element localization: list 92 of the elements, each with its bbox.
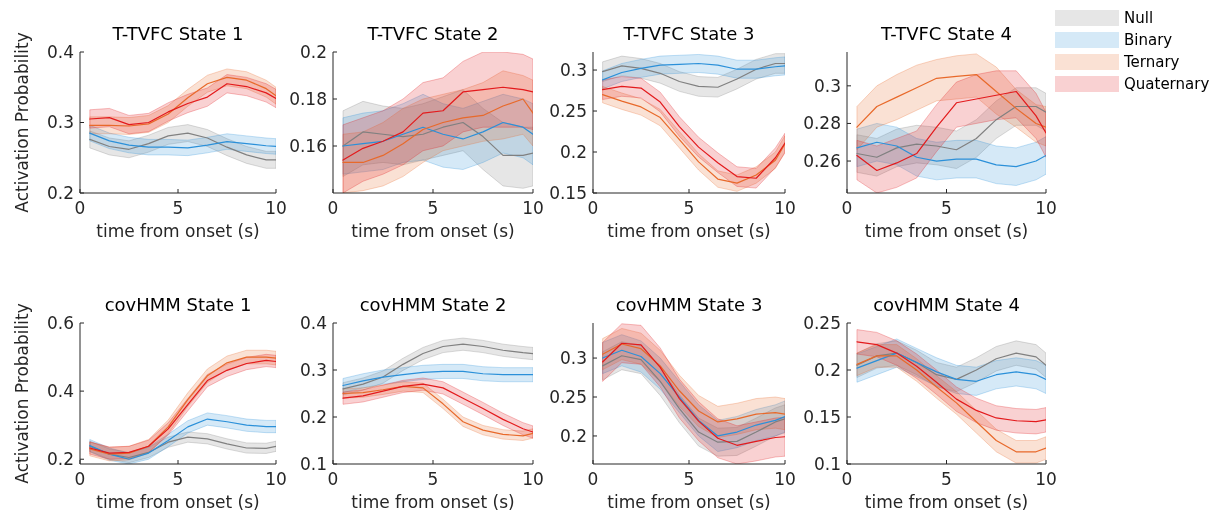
y-tick-label: 0.2 bbox=[299, 41, 327, 62]
x-axis-title: time from onset (s) bbox=[351, 221, 515, 241]
chart-title: T-TVFC State 4 bbox=[880, 23, 1012, 44]
chart-title: covHMM State 2 bbox=[359, 294, 507, 315]
y-axis-title: Activation Probability bbox=[11, 303, 32, 484]
x-tick-label: 5 bbox=[683, 198, 695, 218]
legend-label: Ternary bbox=[1123, 53, 1180, 72]
line-series bbox=[602, 62, 785, 81]
y-tick-label: 0.1 bbox=[299, 453, 327, 474]
y-tick-label: 0.2 bbox=[46, 449, 74, 470]
y-tick-label: 0.3 bbox=[46, 112, 74, 133]
y-tick-label: 0.4 bbox=[46, 41, 74, 62]
x-tick-label: 0 bbox=[74, 198, 86, 218]
x-tick-label: 5 bbox=[427, 198, 439, 218]
x-tick-label: 5 bbox=[941, 198, 952, 218]
x-tick-label: 5 bbox=[941, 469, 952, 489]
chart-title: T-TVFC State 1 bbox=[111, 23, 244, 44]
line-series bbox=[342, 98, 533, 164]
line-series bbox=[856, 341, 1046, 423]
line-series bbox=[89, 418, 276, 460]
x-tick-label: 5 bbox=[683, 469, 695, 489]
x-axis-title: time from onset (s) bbox=[96, 492, 260, 512]
y-tick-label: 0.2 bbox=[559, 425, 587, 446]
x-tick-label: 0 bbox=[587, 198, 599, 218]
x-tick-label: 5 bbox=[172, 198, 184, 218]
y-tick-label: 0.15 bbox=[549, 182, 587, 203]
legend-label: Null bbox=[1124, 9, 1154, 28]
line-series bbox=[856, 73, 1046, 128]
line-series bbox=[342, 121, 533, 156]
y-tick-label: 0.3 bbox=[559, 59, 587, 80]
line-series bbox=[89, 83, 276, 126]
x-tick-label: 10 bbox=[265, 198, 287, 218]
chart-title: covHMM State 3 bbox=[615, 294, 763, 315]
y-tick-label: 0.18 bbox=[289, 88, 327, 109]
line-series bbox=[856, 141, 1046, 168]
y-tick-label: 0.16 bbox=[289, 135, 327, 156]
y-tick-label: 0.28 bbox=[803, 113, 841, 134]
x-tick-label: 0 bbox=[587, 469, 599, 489]
line-series bbox=[602, 343, 785, 423]
line-series bbox=[89, 132, 276, 149]
chart-title: T-TVFC State 3 bbox=[622, 23, 755, 44]
y-tick-label: 0.2 bbox=[299, 406, 327, 427]
x-axis-title: time from onset (s) bbox=[351, 492, 515, 512]
x-tick-label: 10 bbox=[774, 198, 796, 218]
chart-title: covHMM State 4 bbox=[873, 294, 1020, 315]
y-tick-label: 0.25 bbox=[549, 100, 587, 121]
x-tick-label: 0 bbox=[327, 469, 339, 489]
y-tick-label: 0.3 bbox=[813, 75, 841, 96]
line-series bbox=[342, 86, 533, 161]
x-tick-label: 10 bbox=[774, 469, 796, 489]
line-series bbox=[89, 76, 276, 127]
line-series bbox=[602, 62, 785, 88]
x-axis-title: time from onset (s) bbox=[96, 221, 260, 241]
x-tick-label: 5 bbox=[427, 469, 439, 489]
x-tick-label: 10 bbox=[522, 198, 544, 218]
chart-title: covHMM State 1 bbox=[104, 294, 252, 315]
x-tick-label: 0 bbox=[327, 198, 339, 218]
y-tick-label: 0.2 bbox=[813, 359, 841, 380]
y-tick-label: 0.15 bbox=[803, 406, 841, 427]
x-tick-label: 10 bbox=[1035, 198, 1057, 218]
chart-title: T-TVFC State 2 bbox=[366, 23, 499, 44]
x-axis-title: time from onset (s) bbox=[864, 492, 1029, 512]
y-tick-label: 0.4 bbox=[299, 312, 327, 333]
line-series bbox=[342, 370, 533, 387]
legend-label: Quaternary bbox=[1124, 75, 1210, 94]
x-tick-label: 0 bbox=[74, 469, 86, 489]
x-tick-label: 10 bbox=[522, 469, 544, 489]
y-tick-label: 0.3 bbox=[559, 348, 587, 369]
y-tick-label: 0.4 bbox=[46, 381, 74, 402]
y-tick-label: 0.1 bbox=[813, 453, 841, 474]
x-axis-title: time from onset (s) bbox=[607, 492, 771, 512]
line-series bbox=[342, 121, 533, 147]
y-tick-label: 0.2 bbox=[46, 182, 74, 203]
x-tick-label: 0 bbox=[841, 198, 853, 218]
y-tick-label: 0.3 bbox=[299, 359, 327, 380]
y-tick-label: 0.6 bbox=[46, 312, 74, 333]
line-series bbox=[342, 343, 533, 390]
x-tick-label: 10 bbox=[1035, 469, 1057, 489]
x-tick-label: 5 bbox=[172, 469, 184, 489]
legend-label: Binary bbox=[1124, 31, 1173, 50]
x-tick-label: 0 bbox=[841, 469, 853, 489]
y-tick-label: 0.26 bbox=[803, 150, 841, 171]
line-series bbox=[856, 105, 1046, 158]
x-axis-title: time from onset (s) bbox=[864, 221, 1029, 241]
y-tick-label: 0.25 bbox=[803, 312, 841, 333]
line-series bbox=[89, 132, 276, 161]
line-series bbox=[856, 355, 1046, 453]
x-axis-title: time from onset (s) bbox=[607, 221, 771, 241]
y-axis-title: Activation Probability bbox=[11, 32, 32, 213]
y-tick-label: 0.2 bbox=[559, 141, 587, 162]
x-tick-label: 10 bbox=[265, 469, 287, 489]
y-tick-label: 0.25 bbox=[549, 386, 587, 407]
